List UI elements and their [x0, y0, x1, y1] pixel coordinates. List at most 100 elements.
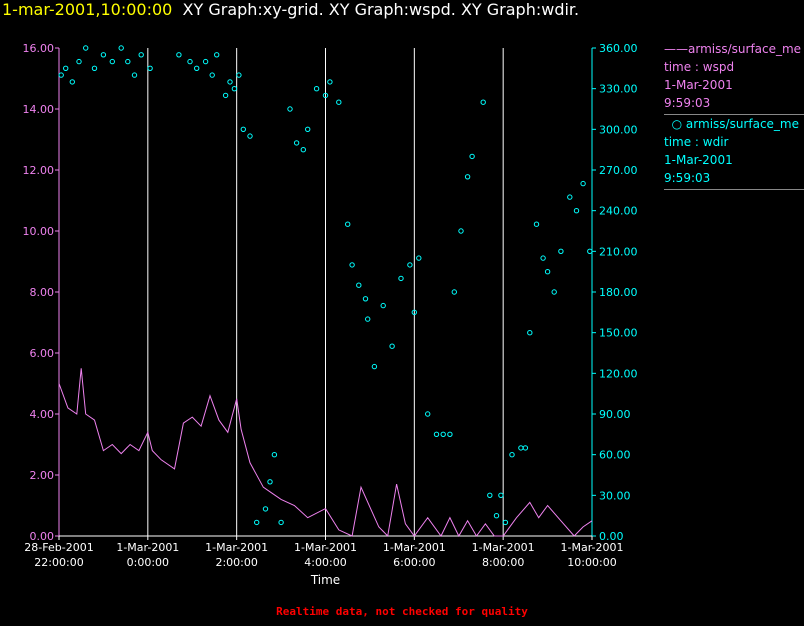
x-tick-time: 8:00:00: [482, 556, 524, 569]
wdir-point: [313, 86, 320, 92]
wdir-point: [362, 296, 369, 302]
wdir-point: [83, 45, 89, 51]
legend-wdir-time: 9:59:03: [664, 171, 711, 185]
wdir-point: [527, 330, 533, 336]
wdir-point: [91, 65, 98, 72]
wdir-point: [300, 147, 306, 153]
y-left-tick-label: 10.00: [23, 225, 55, 238]
wspd-line: [58, 368, 593, 538]
wdir-point: [100, 52, 107, 58]
y-left-tick-label: 0.00: [30, 530, 55, 543]
wdir-point: [416, 255, 422, 261]
plot-timestamp: 1-mar-2001,10:00:00: [2, 0, 173, 19]
y-right-tick-label: 300.00: [599, 123, 638, 136]
wdir-point: [322, 92, 329, 99]
y-left-tick-label: 6.00: [30, 347, 55, 360]
wdir-point: [227, 79, 233, 85]
legend-wspd-time: 9:59:03: [664, 96, 711, 110]
wdir-point: [194, 65, 200, 72]
x-tick-date: 1-Mar-2001: [294, 541, 357, 554]
x-tick-date: 1-Mar-2001: [205, 541, 268, 554]
wdir-point: [425, 411, 431, 417]
wdir-point: [118, 45, 124, 51]
wdir-point: [62, 65, 69, 72]
wdir-point: [458, 228, 464, 234]
wdir-point: [131, 72, 138, 78]
y-left-tick-label: 8.00: [30, 286, 55, 299]
wdir-point: [573, 208, 580, 214]
y-left-tick-label: 16.00: [23, 42, 55, 55]
wdir-point: [327, 79, 333, 85]
wdir-point: [522, 445, 529, 451]
wdir-point: [502, 519, 509, 526]
wdir-point: [214, 52, 220, 58]
wdir-point: [267, 479, 273, 485]
x-tick-date: 1-Mar-2001: [561, 541, 624, 554]
y-right-tick-label: 30.00: [599, 489, 631, 502]
legend: ——armiss/surface_me time : wspd 1-Mar-20…: [664, 40, 804, 190]
wdir-point: [356, 282, 362, 288]
wdir-point: [231, 86, 238, 92]
wdir-point: [240, 126, 247, 133]
wdir-point: [349, 262, 355, 268]
wdir-point: [58, 72, 64, 78]
x-tick-date: 1-Mar-2001: [472, 541, 535, 554]
x-tick-date: 1-Mar-2001: [116, 541, 179, 554]
x-tick-time: 6:00:00: [393, 556, 435, 569]
wdir-point: [493, 513, 500, 519]
wdir-point: [371, 363, 378, 370]
wdir-point: [567, 194, 573, 200]
x-tick-time: 2:00:00: [215, 556, 257, 569]
y-right-tick-label: 240.00: [599, 205, 638, 218]
y-right-tick-label: 150.00: [599, 327, 638, 340]
y-left-tick-label: 2.00: [30, 469, 55, 482]
x-axis-label: Time: [310, 573, 340, 587]
wdir-point: [271, 452, 278, 458]
wdir-point: [236, 72, 242, 78]
wdir-point: [398, 275, 404, 282]
wdir-point: [380, 302, 386, 309]
wdir-point: [293, 140, 300, 146]
wdir-point: [587, 248, 593, 255]
y-right-tick-label: 180.00: [599, 286, 638, 299]
wdir-point: [447, 431, 453, 437]
wdir-point: [440, 431, 446, 437]
y-right-tick-label: 330.00: [599, 83, 638, 96]
wdir-point: [580, 180, 586, 187]
x-tick-time: 4:00:00: [304, 556, 346, 569]
wdir-point: [254, 519, 260, 526]
graph-names: XY Graph:xy-grid. XY Graph:wspd. XY Grap…: [182, 0, 580, 19]
wdir-point: [345, 221, 351, 227]
wdir-point: [138, 52, 144, 58]
wdir-point: [518, 445, 524, 451]
wdir-point: [451, 289, 457, 295]
wdir-point: [125, 58, 131, 65]
wdir-point: [540, 255, 546, 261]
legend-wspd-series: ——armiss/surface_me: [664, 42, 802, 56]
wdir-point: [69, 79, 76, 85]
wdir-point: [551, 289, 557, 295]
x-tick-time: 22:00:00: [34, 556, 83, 569]
wdir-point: [487, 492, 493, 498]
y-left-tick-label: 4.00: [30, 408, 55, 421]
wdir-point: [109, 58, 116, 65]
wdir-point: [336, 99, 342, 105]
wspd-series: [58, 368, 593, 538]
y-right-tick-label: 90.00: [599, 408, 631, 421]
wdir-point: [247, 133, 253, 139]
wdir-point: [480, 99, 486, 105]
wdir-point: [202, 58, 209, 65]
wdir-point: [509, 452, 515, 458]
y-left-tick-label: 14.00: [23, 103, 55, 116]
wdir-point: [544, 269, 551, 275]
x-tick-date: 1-Mar-2001: [383, 541, 446, 554]
vertical-grid: [147, 48, 593, 536]
wdir-point: [498, 492, 504, 498]
wdir-point: [147, 65, 153, 72]
quality-note: Realtime data, not checked for quality: [276, 605, 528, 618]
x-tick-time: 0:00:00: [127, 556, 169, 569]
legend-entry-wdir: ○ armiss/surface_me time : wdir 1-Mar-20…: [664, 115, 804, 190]
x-tick-time: 10:00:00: [567, 556, 616, 569]
wdir-point: [262, 506, 269, 512]
